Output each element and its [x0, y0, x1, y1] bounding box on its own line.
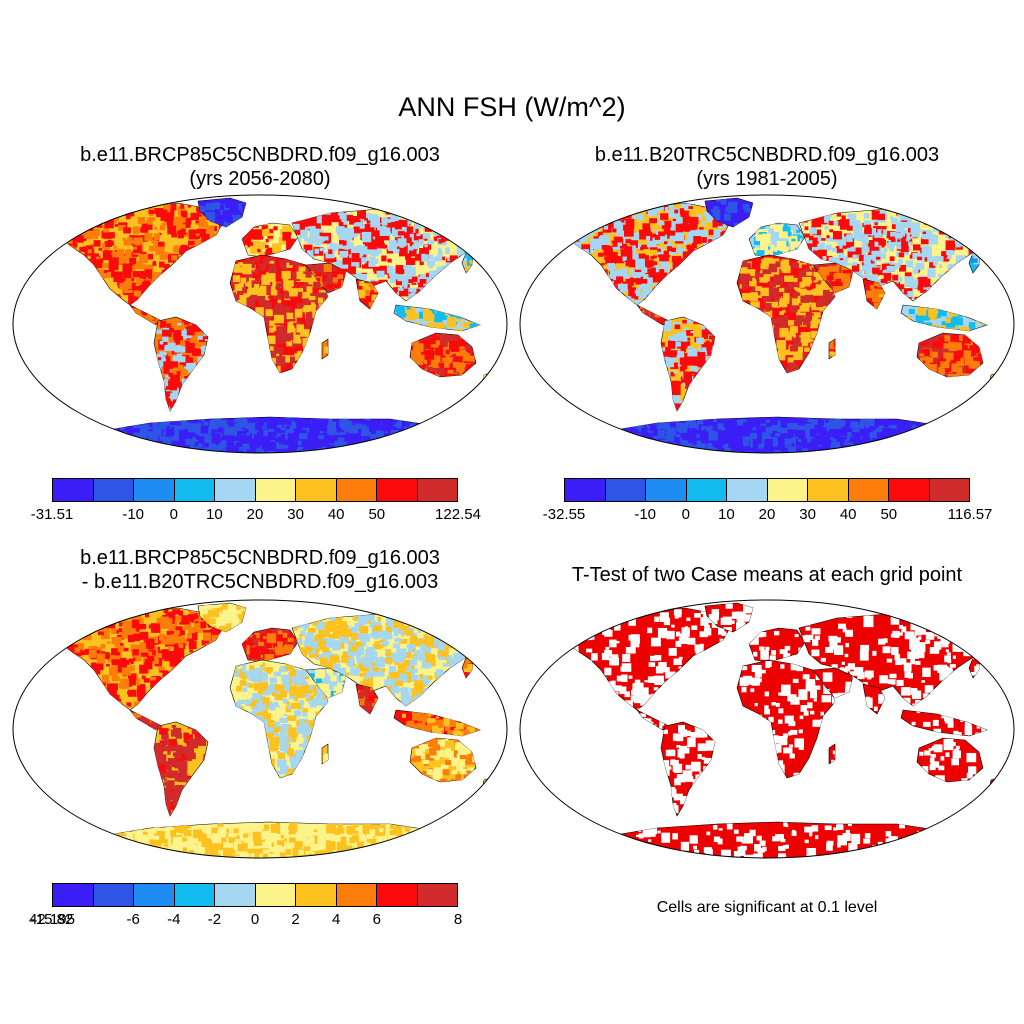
case-colorbar-swatch: [174, 479, 215, 501]
difference-colorbar-tick-label: -4: [167, 911, 181, 928]
case-colorbar-tick-label: 40: [327, 506, 345, 523]
control-title-line2: (yrs 1981-2005): [696, 168, 838, 190]
control-colorbar-tick-label: 40: [839, 506, 857, 523]
case-colorbar-tick-label: 20: [246, 506, 264, 523]
case-colorbar-swatch: [417, 479, 457, 501]
difference-colorbar-swatch: [377, 884, 418, 906]
difference-colorbar-swatch: [255, 884, 296, 906]
difference-colorbar-swatch: [336, 884, 377, 906]
difference-title-line2: - b.e11.B20TRC5CNBDRD.f09_g16.003: [81, 571, 439, 593]
difference-colorbar-tick-label: 4: [332, 911, 341, 928]
control-colorbar-tick-label: -10: [634, 506, 657, 523]
difference-colorbar-tick-label: 2: [291, 911, 300, 928]
difference-colorbar-swatch: [134, 884, 175, 906]
ttest-map-content: [519, 599, 1015, 859]
control-colorbar-tick-label: 20: [758, 506, 776, 523]
case-map: [12, 194, 508, 454]
control-colorbar: [564, 478, 970, 502]
difference-colorbar-tick-label: 8: [453, 911, 463, 928]
difference-colorbar-swatch: [296, 884, 337, 906]
difference-map-content: [12, 599, 508, 859]
control-colorbar-swatch: [767, 479, 808, 501]
case-map-content: [12, 194, 508, 454]
difference-colorbar: [52, 883, 458, 907]
difference-colorbar-swatch: [215, 884, 256, 906]
control-colorbar-tick-label: 30: [799, 506, 816, 523]
control-colorbar-tick-label: 10: [718, 506, 735, 523]
control-colorbar-swatch: [646, 479, 687, 501]
case-colorbar-tick-label: 30: [287, 506, 304, 523]
control-colorbar-swatch: [848, 479, 889, 501]
case-colorbar-tick-label: 0: [169, 506, 178, 523]
control-colorbar-swatch: [889, 479, 930, 501]
case-colorbar-tick-label: 50: [368, 506, 386, 523]
difference-colorbar-swatch: [53, 884, 94, 906]
control-colorbar-swatch: [808, 479, 849, 501]
case-colorbar-tick-label: 122.54: [435, 506, 481, 523]
ttest-title-line1: T-Test of two Case means at each grid po…: [571, 564, 963, 586]
case-colorbar-swatch: [134, 479, 175, 501]
ttest-map-border: [519, 599, 1015, 859]
case-panel-title: b.e11.BRCP85C5CNBDRD.f09_g16.003 (yrs 20…: [10, 143, 510, 191]
difference-map: [12, 599, 508, 859]
difference-colorbar-tick-label: -2: [207, 911, 222, 928]
difference-map-border: [12, 599, 508, 859]
case-colorbar-tick-label: -31.51: [30, 506, 74, 523]
case-title-line2: (yrs 2056-2080): [189, 168, 331, 190]
case-colorbar-tick-label: 10: [206, 506, 223, 523]
difference-title-line1: b.e11.BRCP85C5CNBDRD.f09_g16.003: [80, 547, 440, 569]
control-colorbar-swatch: [929, 479, 969, 501]
case-colorbar-ticks: -31.51 -10 0 10 20 30 40 50 122.54: [31, 506, 481, 526]
control-title-line1: b.e11.B20TRC5CNBDRD.f09_g16.003: [594, 144, 940, 166]
ttest-map: [519, 599, 1015, 859]
control-colorbar-tick-label: 50: [880, 506, 898, 523]
case-colorbar-swatch: [377, 479, 418, 501]
case-colorbar-swatch: [296, 479, 337, 501]
case-map-border: [12, 194, 508, 454]
difference-colorbar-tick-label: 6: [372, 911, 381, 928]
control-colorbar-swatch: [565, 479, 606, 501]
difference-colorbar-tick-label: -6: [126, 911, 140, 928]
case-colorbar-swatch: [215, 479, 256, 501]
difference-colorbar-swatch: [174, 884, 215, 906]
difference-colorbar-swatch: [93, 884, 134, 906]
figure-title: ANN FSH (W/m^2): [398, 92, 626, 122]
case-colorbar: [52, 478, 458, 502]
control-colorbar-tick-label: 116.57: [947, 506, 993, 523]
control-panel-title: b.e11.B20TRC5CNBDRD.f09_g16.003 (yrs 198…: [517, 143, 1017, 191]
difference-colorbar-ticks: -15.82 -6 -4 -2 0 2 4 6 8 42.195: [29, 911, 462, 931]
control-map-border: [519, 194, 1015, 454]
difference-colorbar-swatch: [417, 884, 457, 906]
difference-colorbar-tick-label: 42.195: [29, 911, 75, 928]
ttest-panel-title: T-Test of two Case means at each grid po…: [517, 563, 1017, 587]
case-colorbar-tick-label: -10: [122, 506, 145, 523]
control-map-content: [519, 194, 1015, 454]
control-colorbar-swatch: [686, 479, 727, 501]
control-colorbar-tick-label: -32.55: [542, 506, 586, 523]
control-colorbar-tick-label: 0: [681, 506, 690, 523]
difference-colorbar-tick-label: 0: [250, 911, 260, 928]
case-colorbar-swatch: [93, 479, 134, 501]
case-colorbar-swatch: [255, 479, 296, 501]
control-map: [519, 194, 1015, 454]
control-colorbar-swatch: [727, 479, 768, 501]
ttest-significance-note: Cells are significant at 0.1 level: [656, 899, 878, 916]
control-colorbar-swatch: [605, 479, 646, 501]
case-colorbar-swatch: [53, 479, 94, 501]
control-colorbar-ticks: -32.55 -10 0 10 20 30 40 50 116.57: [543, 506, 993, 526]
difference-panel-title: b.e11.BRCP85C5CNBDRD.f09_g16.003 - b.e11…: [10, 546, 510, 594]
case-colorbar-swatch: [336, 479, 377, 501]
case-title-line1: b.e11.BRCP85C5CNBDRD.f09_g16.003: [80, 144, 440, 166]
difference-colorbar-tick-label: -15.82: [30, 911, 74, 928]
